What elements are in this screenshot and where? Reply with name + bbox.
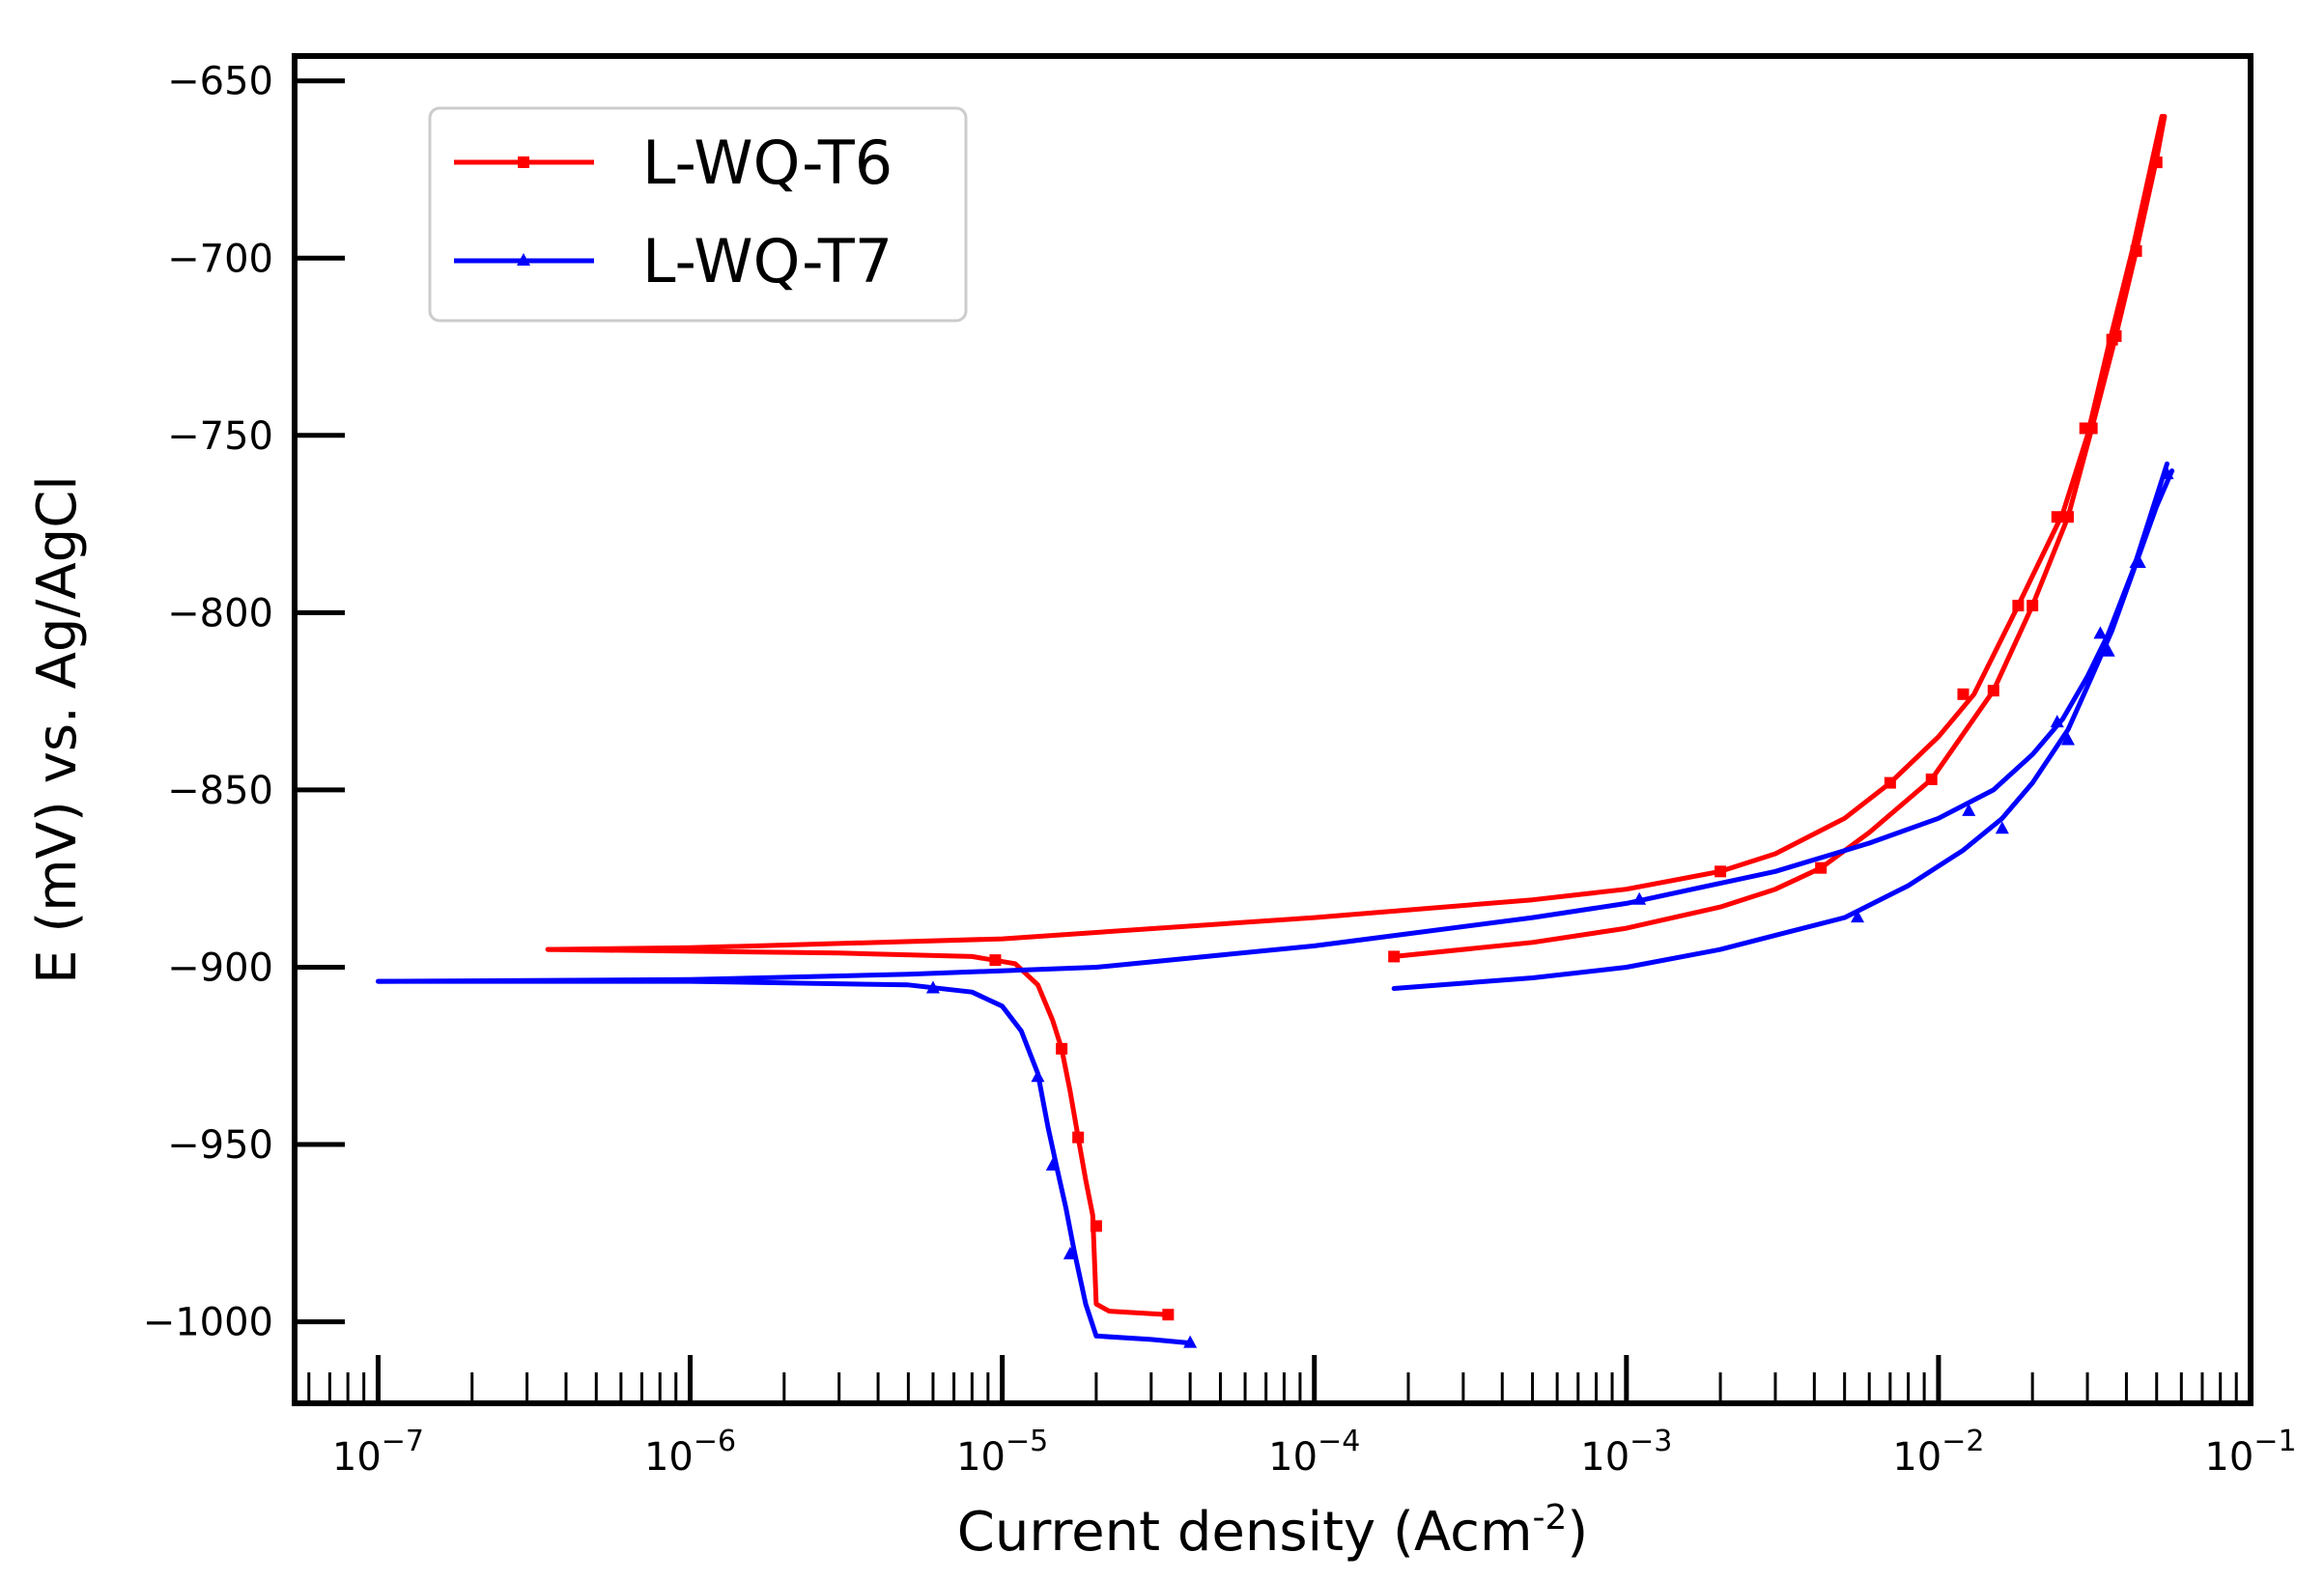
y-tick-label-4: −850	[167, 769, 273, 813]
legend-entry-l-wq-t7: L-WQ-T7	[454, 226, 893, 296]
data-point-l-wq-t7	[1031, 1069, 1045, 1083]
data-point-l-wq-t6	[2085, 422, 2098, 435]
data-point-l-wq-t6	[2051, 511, 2063, 523]
data-point-l-wq-t7	[2129, 554, 2143, 568]
series-line-l-wq-t6-2	[1391, 113, 2168, 959]
legend: L-WQ-T6 L-WQ-T7	[428, 106, 968, 323]
y-tick-label-7: −1000	[143, 1301, 273, 1345]
data-point-l-wq-t7	[1995, 821, 2009, 834]
data-point-l-wq-t6	[1925, 773, 1938, 785]
data-point-l-wq-t7	[1632, 891, 1647, 905]
data-point-l-wq-t7	[925, 980, 940, 994]
x-tick-label-5: 10−2	[1892, 1425, 1984, 1480]
x-tick-label-2: 10−5	[956, 1425, 1048, 1480]
data-point-l-wq-t7	[1063, 1246, 1077, 1259]
y-tick-label-3: −800	[167, 591, 273, 635]
x-tick-label-6: 10−1	[2204, 1425, 2296, 1480]
x-tick-label-0: 10−7	[332, 1425, 424, 1480]
data-point-l-wq-t6	[1162, 1309, 1175, 1321]
data-point-l-wq-t6	[2110, 330, 2122, 343]
data-point-l-wq-t6	[2061, 511, 2074, 523]
series-line-l-wq-t7-2	[1391, 468, 2175, 991]
data-point-l-wq-t6	[2150, 156, 2163, 169]
data-point-l-wq-t7	[1045, 1158, 1060, 1172]
legend-label-l-wq-t7: L-WQ-T7	[642, 226, 893, 296]
legend-marker-l-wq-t6	[518, 156, 529, 168]
x-axis-label: Current density (Acm-2)	[957, 1498, 1589, 1564]
y-tick-label-0: −650	[167, 60, 273, 104]
data-point-l-wq-t6	[1884, 776, 1896, 789]
data-point-l-wq-t6	[1056, 1042, 1068, 1055]
data-point-l-wq-t7	[2060, 732, 2075, 746]
data-point-l-wq-t7	[2160, 466, 2174, 480]
y-tick-label-5: −900	[167, 946, 273, 990]
series-layer	[376, 113, 2175, 1348]
data-point-l-wq-t7	[2093, 626, 2108, 639]
data-point-l-wq-t7	[1962, 803, 1976, 816]
series-line-l-wq-t7-1	[376, 461, 2169, 984]
series-l-wq-t7	[376, 461, 2175, 1348]
data-point-l-wq-t6	[1987, 685, 1999, 697]
data-point-l-wq-t6	[1957, 688, 1970, 700]
data-point-l-wq-t6	[2012, 600, 2025, 612]
x-axis-label-superscript: -2	[1533, 1498, 1568, 1538]
y-tick-label-1: −700	[167, 237, 273, 281]
y-axis-label: E (mV) vs. Ag/AgCl	[26, 475, 89, 984]
legend-label-l-wq-t6: L-WQ-T6	[642, 127, 893, 198]
data-point-l-wq-t6	[1715, 865, 1727, 878]
data-point-l-wq-t7	[1851, 910, 1865, 923]
series-l-wq-t6	[545, 113, 2168, 1321]
data-point-l-wq-t7	[1183, 1335, 1198, 1348]
legend-marker-l-wq-t7	[517, 253, 530, 266]
y-tick-label-6: −950	[167, 1123, 273, 1168]
x-tick-label-3: 10−4	[1268, 1425, 1360, 1480]
data-point-l-wq-t6	[989, 954, 1002, 967]
data-point-l-wq-t7	[2050, 715, 2064, 728]
data-point-l-wq-t6	[1072, 1131, 1085, 1143]
tick-labels: −650 −700 −750 −800 −850 −900 −950 −1000 10−7 10−…	[143, 60, 2297, 1480]
data-point-l-wq-t7	[2101, 643, 2115, 657]
data-point-l-wq-t6	[1815, 861, 1828, 874]
x-tick-label-4: 10−3	[1580, 1425, 1672, 1480]
plot-frame	[292, 53, 2253, 1406]
data-point-l-wq-t6	[1090, 1220, 1102, 1232]
series-line-l-wq-t7-0	[376, 978, 1193, 1346]
data-point-l-wq-t6	[2130, 244, 2142, 257]
legend-entry-l-wq-t6: L-WQ-T6	[454, 127, 893, 198]
data-point-l-wq-t6	[2026, 600, 2039, 612]
x-tick-label-1: 10−6	[644, 1425, 736, 1480]
y-tick-label-2: −750	[167, 414, 273, 459]
tick-layer	[295, 78, 2253, 1403]
series-line-l-wq-t6-1	[545, 113, 2165, 952]
data-point-l-wq-t6	[1388, 950, 1401, 963]
